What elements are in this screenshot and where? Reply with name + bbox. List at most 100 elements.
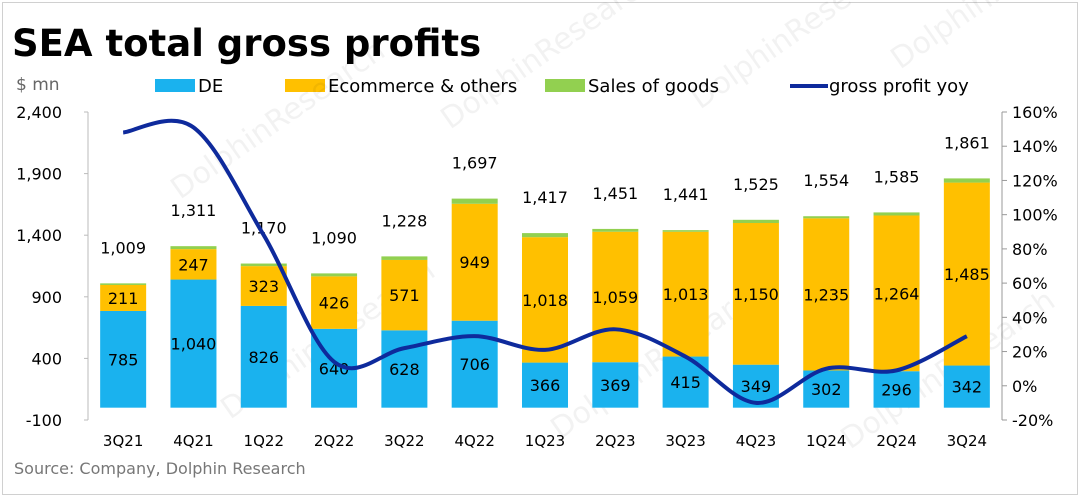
bar-sales-of-goods [732, 219, 779, 224]
bar-value-label: 571 [389, 286, 420, 305]
bar-value-label: 296 [881, 380, 912, 399]
x-tick-label: 4Q21 [173, 432, 213, 450]
bar-ecommerce-others [100, 284, 147, 311]
source-note: Source: Company, Dolphin Research [14, 459, 306, 478]
x-tick-label: 3Q23 [665, 432, 705, 450]
bar-ecommerce-others [803, 218, 850, 371]
bar-sales-of-goods [100, 283, 147, 285]
total-label: 1,009 [100, 238, 146, 257]
bar-value-label: 211 [108, 289, 139, 308]
y2-tick-label: 120% [1012, 171, 1058, 190]
bar-value-label: 640 [319, 359, 350, 378]
bar-value-label: 369 [600, 376, 631, 395]
bar-value-label: 1,018 [522, 291, 568, 310]
bar-ecommerce-others [311, 276, 358, 329]
bar-sales-of-goods [451, 198, 498, 204]
total-label: 1,417 [522, 188, 568, 207]
legend-label: DE [198, 76, 223, 97]
total-label: 1,441 [663, 185, 709, 204]
bar-value-label: 706 [459, 355, 490, 374]
y2-tick-label: 80% [1012, 240, 1048, 259]
bar-ecommerce-others [451, 203, 498, 321]
x-tick-label: 4Q22 [454, 432, 494, 450]
x-tick-label: 3Q21 [103, 432, 143, 450]
bar-value-label: 302 [811, 380, 842, 399]
bar-value-label: 342 [952, 378, 983, 397]
legend-label: Sales of goods [588, 76, 719, 97]
line-gross-profit-yoy [122, 118, 968, 405]
bar-ecommerce-others [732, 223, 779, 365]
total-label: 1,311 [171, 201, 217, 220]
chart-title: SEA total gross profits [12, 22, 481, 65]
total-label: 1,697 [452, 154, 498, 173]
bar-sales-of-goods [170, 246, 217, 250]
y-tick-label: 400 [31, 349, 62, 368]
bar-de [522, 362, 568, 408]
x-tick-label: 4Q23 [736, 432, 776, 450]
bar-ecommerce-others [662, 231, 709, 357]
y2-tick-label: -20% [1012, 411, 1053, 430]
bar-ecommerce-others [170, 249, 217, 280]
bar-value-label: 949 [459, 253, 490, 272]
bar-de [100, 310, 147, 408]
bar-value-label: 366 [530, 376, 561, 395]
bar-value-label: 1,040 [171, 335, 217, 354]
y-tick-label: 1,900 [16, 165, 62, 184]
y2-tick-label: 60% [1012, 274, 1048, 293]
bar-value-label: 349 [741, 377, 772, 396]
y2-tick-label: 100% [1012, 206, 1058, 225]
bar-value-label: 323 [248, 277, 279, 296]
total-label: 1,585 [874, 167, 920, 186]
y2-tick-label: 40% [1012, 308, 1048, 327]
total-label: 1,525 [733, 175, 779, 194]
bar-de [943, 365, 990, 408]
x-tick-label: 2Q23 [595, 432, 635, 450]
bar-value-label: 1,150 [733, 285, 779, 304]
total-label: 1,090 [311, 228, 357, 247]
bar-value-label: 826 [248, 348, 279, 367]
bar-value-label: 247 [178, 255, 209, 274]
bar-sales-of-goods [943, 178, 990, 183]
bar-value-label: 426 [319, 294, 350, 313]
watermark: DolphinResearch [435, 0, 662, 137]
bar-value-label: 1,013 [663, 285, 709, 304]
y-tick-label: -100 [26, 411, 62, 430]
y2-tick-label: 0% [1012, 377, 1037, 396]
bar-ecommerce-others [592, 231, 639, 363]
y2-tick-label: 140% [1012, 137, 1058, 156]
bar-de [873, 371, 920, 408]
y2-tick-label: 20% [1012, 343, 1048, 362]
x-tick-label: 2Q22 [314, 432, 354, 450]
bar-value-label: 628 [389, 360, 420, 379]
bar-sales-of-goods [522, 233, 568, 238]
x-tick-label: 1Q22 [244, 432, 284, 450]
x-tick-label: 1Q23 [525, 432, 565, 450]
bar-de [170, 279, 217, 408]
bar-value-label: 785 [108, 350, 139, 369]
bar-ecommerce-others [943, 182, 990, 366]
watermark: DolphinResearch [885, 0, 1080, 77]
x-tick-label: 2Q24 [876, 432, 916, 450]
bar-value-label: 1,235 [803, 285, 849, 304]
bar-de [240, 305, 287, 408]
bar-sales-of-goods [381, 256, 428, 260]
y2-tick-label: 160% [1012, 103, 1058, 122]
total-label: 1,228 [381, 211, 427, 230]
y-axis-label: $ mn [16, 75, 60, 95]
x-tick-label: 3Q24 [947, 432, 987, 450]
bar-sales-of-goods [592, 228, 639, 232]
y-tick-label: 1,400 [16, 226, 62, 245]
bar-sales-of-goods [873, 212, 920, 216]
bar-sales-of-goods [803, 216, 850, 219]
bar-value-label: 1,485 [944, 265, 990, 284]
legend-label: Ecommerce & others [328, 76, 517, 97]
total-label: 1,861 [944, 133, 990, 152]
y-tick-label: 900 [31, 288, 62, 307]
bar-ecommerce-others [873, 215, 920, 372]
bar-sales-of-goods [240, 263, 287, 267]
bar-sales-of-goods [662, 230, 709, 232]
y-tick-label: 2,400 [16, 103, 62, 122]
legend-label: gross profit yoy [829, 76, 969, 97]
